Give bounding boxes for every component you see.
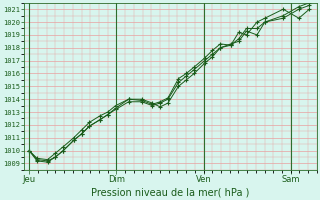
X-axis label: Pression niveau de la mer( hPa ): Pression niveau de la mer( hPa ) [92, 187, 250, 197]
